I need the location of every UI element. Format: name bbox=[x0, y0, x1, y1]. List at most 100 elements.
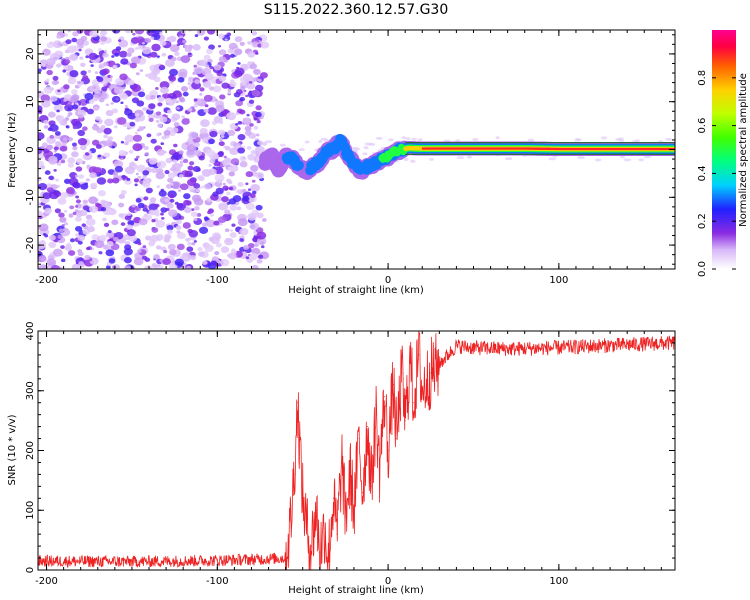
noise-blob bbox=[164, 170, 170, 175]
noise-blob bbox=[167, 172, 176, 179]
noise-blob bbox=[229, 53, 235, 58]
noise-blob bbox=[53, 169, 57, 172]
noise-blob bbox=[160, 212, 164, 216]
noise-blob bbox=[132, 134, 142, 142]
noise-blob bbox=[111, 108, 119, 114]
colorbar: 0.0 0.2 0.4 0.6 0.8 Normalized spectral ampl… bbox=[697, 30, 749, 277]
noise-blob bbox=[221, 196, 229, 203]
noise-blob bbox=[240, 85, 246, 90]
snr-data-point bbox=[293, 473, 295, 475]
noise-blob bbox=[63, 84, 70, 90]
noise-blob bbox=[71, 142, 77, 147]
noise-blob bbox=[67, 157, 76, 164]
noise-blob bbox=[198, 155, 205, 161]
noise-blob bbox=[162, 258, 171, 266]
noise-blob bbox=[97, 154, 102, 158]
noise-blob bbox=[227, 180, 233, 185]
colorbar-tick-label: 0.8 bbox=[697, 70, 708, 86]
noise-blob bbox=[176, 219, 182, 225]
noise-blob bbox=[472, 137, 479, 141]
noise-blob bbox=[403, 158, 409, 162]
snr-data-point bbox=[370, 485, 372, 487]
noise-blob bbox=[156, 132, 161, 137]
noise-blob bbox=[409, 159, 416, 163]
noise-blob bbox=[102, 217, 107, 222]
noise-blob bbox=[201, 185, 205, 189]
noise-blob bbox=[137, 45, 144, 50]
noise-blob bbox=[236, 206, 242, 211]
noise-blob bbox=[193, 240, 197, 243]
snr-data-point bbox=[350, 473, 352, 475]
noise-blob bbox=[203, 108, 209, 113]
noise-blob bbox=[255, 84, 264, 92]
noise-blob bbox=[193, 98, 198, 102]
noise-blob bbox=[103, 152, 110, 158]
noise-blob bbox=[623, 158, 632, 162]
noise-blob bbox=[103, 222, 110, 228]
noise-blob bbox=[67, 30, 71, 33]
noise-blob bbox=[43, 119, 49, 125]
noise-blob bbox=[69, 171, 78, 179]
noise-blob bbox=[167, 119, 171, 123]
snr-data-point bbox=[285, 557, 287, 559]
noise-blob bbox=[124, 104, 128, 108]
noise-blob bbox=[204, 104, 209, 108]
snr-data-point bbox=[396, 438, 398, 440]
noise-blob bbox=[169, 44, 180, 53]
noise-blob bbox=[174, 258, 184, 267]
noise-blob bbox=[167, 229, 173, 234]
noise-blob bbox=[95, 116, 101, 121]
noise-blob bbox=[111, 30, 121, 34]
noise-blob bbox=[161, 52, 167, 57]
noise-blob bbox=[95, 202, 101, 207]
noise-blob bbox=[88, 52, 98, 61]
noise-blob bbox=[124, 166, 135, 175]
snr-data-point bbox=[216, 559, 218, 561]
noise-blob bbox=[143, 196, 149, 201]
noise-blob bbox=[77, 234, 86, 242]
noise-blob bbox=[59, 145, 68, 152]
noise-blob bbox=[228, 252, 237, 260]
noise-blob bbox=[142, 46, 152, 55]
noise-blob bbox=[47, 127, 53, 132]
noise-blob bbox=[64, 244, 72, 251]
x-tick-label: -200 bbox=[35, 576, 58, 587]
noise-blob bbox=[150, 138, 157, 144]
noise-blob bbox=[150, 51, 158, 58]
snr-data-point bbox=[332, 497, 334, 499]
noise-blob bbox=[72, 182, 81, 189]
noise-blob bbox=[165, 157, 173, 164]
noise-blob bbox=[417, 138, 423, 142]
noise-blob bbox=[194, 149, 203, 157]
noise-blob bbox=[85, 178, 90, 182]
y-tick-label: -20 bbox=[25, 237, 36, 253]
noise-blob bbox=[93, 106, 100, 111]
noise-blob bbox=[44, 207, 53, 215]
noise-blob bbox=[93, 88, 101, 94]
snr-data-point bbox=[472, 347, 474, 349]
noise-blob bbox=[53, 146, 59, 151]
x-tick-label: -100 bbox=[206, 576, 229, 587]
noise-blob bbox=[247, 188, 252, 191]
noise-blob bbox=[42, 192, 52, 200]
noise-blob bbox=[88, 150, 92, 154]
snr-data-point bbox=[558, 347, 560, 349]
noise-blob bbox=[160, 86, 169, 94]
noise-blob bbox=[191, 242, 196, 246]
noise-blob bbox=[237, 62, 241, 65]
noise-blob bbox=[38, 255, 47, 262]
noise-blob bbox=[67, 77, 77, 85]
noise-blob bbox=[203, 54, 211, 61]
noise-blob bbox=[249, 63, 258, 70]
noise-blob bbox=[186, 144, 197, 153]
noise-blob bbox=[111, 55, 115, 58]
noise-blob bbox=[216, 179, 222, 184]
snr-data-point bbox=[375, 414, 377, 416]
noise-blob bbox=[249, 193, 256, 198]
noise-blob bbox=[137, 242, 142, 246]
noise-blob bbox=[64, 222, 69, 226]
noise-blob bbox=[135, 198, 142, 203]
noise-blob bbox=[77, 113, 84, 119]
noise-blob bbox=[236, 144, 241, 148]
